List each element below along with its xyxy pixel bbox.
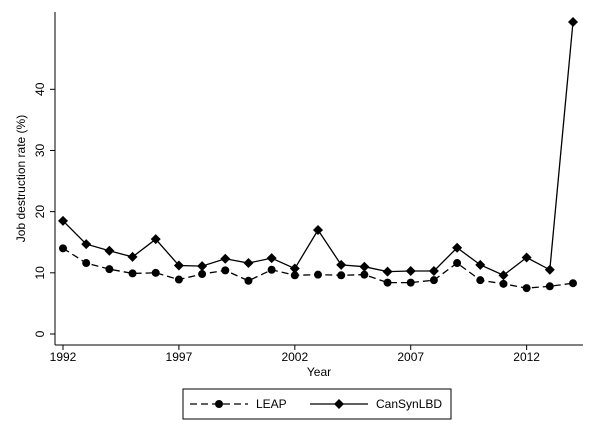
y-tick-label: 30 xyxy=(33,143,47,157)
x-tick-label: 2007 xyxy=(397,350,424,364)
legend-label-leap: LEAP xyxy=(256,397,287,411)
data-point-leap xyxy=(499,279,508,288)
data-point-leap xyxy=(59,244,67,253)
data-point-leap xyxy=(82,259,91,268)
data-point-leap xyxy=(453,259,462,268)
series-line-leap xyxy=(62,247,574,289)
data-point-cansynlbd xyxy=(452,242,463,253)
data-point-leap xyxy=(174,275,183,284)
data-point-leap xyxy=(314,270,322,279)
data-point-leap xyxy=(383,278,392,287)
data-point-leap xyxy=(221,266,230,275)
data-point-cansynlbd xyxy=(81,239,92,250)
data-point-cansynlbd xyxy=(197,261,208,272)
data-point-cansynlbd xyxy=(243,258,254,269)
x-tick-label: 1997 xyxy=(166,350,193,364)
data-point-cansynlbd xyxy=(475,259,486,270)
data-point-cansynlbd xyxy=(104,245,115,256)
data-point-cansynlbd xyxy=(405,265,416,276)
x-axis-label: Year xyxy=(307,365,331,379)
data-point-leap xyxy=(406,278,415,287)
x-tick-label: 1992 xyxy=(50,350,77,364)
y-axis-label: Job destruction rate (%) xyxy=(14,115,28,242)
data-point-leap xyxy=(522,284,531,293)
data-point-leap xyxy=(569,279,577,288)
y-tick-label: 40 xyxy=(33,82,47,96)
legend-label-cansynlbd: CanSynLBD xyxy=(376,397,442,411)
data-point-cansynlbd xyxy=(382,266,393,277)
data-point-cansynlbd xyxy=(568,17,578,27)
legend-marker-cansynlbd xyxy=(334,399,344,409)
data-point-cansynlbd xyxy=(498,270,509,281)
data-point-leap xyxy=(337,271,346,280)
series-line-cansynlbd xyxy=(62,21,574,277)
data-point-leap xyxy=(244,276,253,285)
y-tick-label: 0 xyxy=(33,330,47,337)
data-point-cansynlbd xyxy=(289,263,300,274)
data-point-leap xyxy=(105,265,114,274)
data-point-cansynlbd xyxy=(336,259,347,270)
y-tick-label: 10 xyxy=(33,266,47,280)
data-point-leap xyxy=(290,271,299,280)
data-point-cansynlbd xyxy=(220,253,231,264)
data-point-leap xyxy=(476,276,485,285)
data-point-leap xyxy=(151,268,160,277)
data-point-cansynlbd xyxy=(173,260,184,271)
legend: LEAP CanSynLBD xyxy=(182,388,452,420)
data-point-cansynlbd xyxy=(359,261,370,272)
data-point-leap xyxy=(267,265,276,274)
data-point-leap xyxy=(128,269,137,278)
data-point-cansynlbd xyxy=(266,253,277,264)
data-point-leap xyxy=(198,270,207,279)
x-tick-label: 2012 xyxy=(513,350,540,364)
data-point-leap xyxy=(360,270,369,279)
data-point-cansynlbd xyxy=(127,251,138,262)
data-point-leap xyxy=(429,276,438,285)
data-point-cansynlbd xyxy=(150,234,161,245)
data-point-cansynlbd xyxy=(544,264,555,275)
y-tick-label: 20 xyxy=(33,205,47,219)
data-point-cansynlbd xyxy=(313,225,323,235)
data-point-cansynlbd xyxy=(58,215,68,226)
legend-marker-leap xyxy=(215,400,223,408)
data-point-cansynlbd xyxy=(428,265,439,276)
data-point-cansynlbd xyxy=(521,252,532,263)
x-tick-label: 2002 xyxy=(281,350,308,364)
data-point-leap xyxy=(545,282,554,291)
